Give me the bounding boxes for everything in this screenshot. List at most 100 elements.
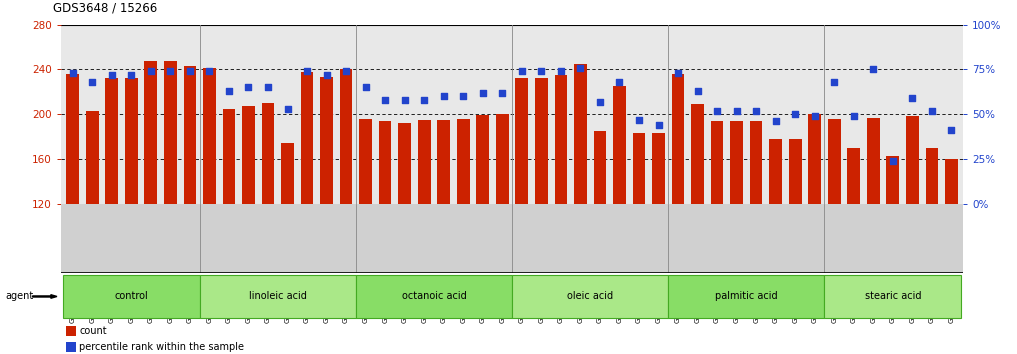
Point — [670, 70, 686, 76]
Bar — [378, 121, 392, 204]
Bar — [809, 114, 821, 204]
Bar — [261, 103, 275, 204]
Point — [338, 68, 354, 74]
Point — [573, 65, 589, 70]
Text: palmitic acid: palmitic acid — [715, 291, 778, 301]
Text: control: control — [115, 291, 148, 301]
Bar — [613, 86, 625, 204]
Bar — [594, 131, 606, 204]
Point — [65, 70, 81, 76]
Point — [533, 68, 549, 74]
Bar — [399, 123, 411, 204]
Point — [456, 93, 472, 99]
Bar — [66, 74, 79, 204]
Bar — [199, 275, 356, 318]
Bar — [750, 121, 763, 204]
Bar — [457, 119, 470, 204]
Point — [397, 97, 413, 103]
Point — [475, 90, 491, 96]
Point — [650, 122, 666, 128]
Point — [728, 108, 744, 113]
Point — [514, 68, 530, 74]
Bar — [85, 111, 99, 204]
Point — [260, 85, 277, 90]
Bar — [692, 104, 704, 204]
Bar — [106, 78, 118, 204]
Bar — [203, 68, 216, 204]
Point — [690, 88, 706, 94]
Text: count: count — [79, 326, 107, 336]
Point — [123, 72, 139, 78]
Point — [747, 108, 764, 113]
Bar — [63, 275, 199, 318]
Bar — [847, 148, 860, 204]
Point — [358, 85, 374, 90]
Point — [435, 93, 452, 99]
Bar — [574, 64, 587, 204]
Bar — [496, 114, 508, 204]
Text: oleic acid: oleic acid — [567, 291, 613, 301]
Point — [768, 119, 784, 124]
Bar — [906, 116, 918, 204]
Point — [631, 117, 647, 122]
Bar — [183, 66, 196, 204]
Point — [552, 68, 569, 74]
Bar — [825, 275, 961, 318]
Point — [377, 97, 394, 103]
Bar — [828, 119, 841, 204]
Bar — [281, 143, 294, 204]
Bar — [512, 275, 668, 318]
Text: linoleic acid: linoleic acid — [249, 291, 307, 301]
Point — [280, 106, 296, 112]
Bar — [359, 119, 372, 204]
Text: octanoic acid: octanoic acid — [402, 291, 467, 301]
Bar — [516, 78, 528, 204]
Point — [787, 111, 803, 117]
Bar — [789, 139, 801, 204]
Point — [904, 95, 920, 101]
Text: GDS3648 / 15266: GDS3648 / 15266 — [53, 1, 158, 14]
Point — [163, 68, 179, 74]
Point — [318, 72, 335, 78]
Bar — [535, 78, 548, 204]
Point — [709, 108, 725, 113]
Bar — [554, 75, 567, 204]
Point — [221, 88, 237, 94]
Bar — [711, 121, 723, 204]
Bar — [223, 109, 235, 204]
Bar — [164, 61, 177, 204]
Bar — [125, 78, 137, 204]
Point — [865, 67, 882, 72]
Bar — [301, 72, 313, 204]
Point — [611, 79, 627, 85]
Text: stearic acid: stearic acid — [864, 291, 921, 301]
Point — [142, 68, 159, 74]
Bar — [320, 77, 333, 204]
Text: percentile rank within the sample: percentile rank within the sample — [79, 342, 244, 352]
Bar — [671, 74, 684, 204]
Bar — [668, 275, 825, 318]
Point — [826, 79, 842, 85]
Bar — [633, 133, 646, 204]
Text: agent: agent — [5, 291, 34, 302]
Bar — [769, 139, 782, 204]
Bar — [144, 61, 158, 204]
Bar — [437, 120, 451, 204]
Point — [494, 90, 511, 96]
Bar — [340, 69, 353, 204]
Point — [943, 127, 959, 133]
Bar — [476, 115, 489, 204]
Bar — [418, 120, 430, 204]
Bar — [242, 106, 255, 204]
Bar — [356, 275, 513, 318]
Point — [104, 72, 120, 78]
Point — [592, 99, 608, 104]
Bar — [730, 121, 743, 204]
Bar — [887, 155, 899, 204]
Bar — [652, 133, 665, 204]
Point — [201, 68, 218, 74]
Point — [416, 97, 432, 103]
Point — [84, 79, 101, 85]
Point — [923, 108, 940, 113]
Bar — [925, 148, 939, 204]
